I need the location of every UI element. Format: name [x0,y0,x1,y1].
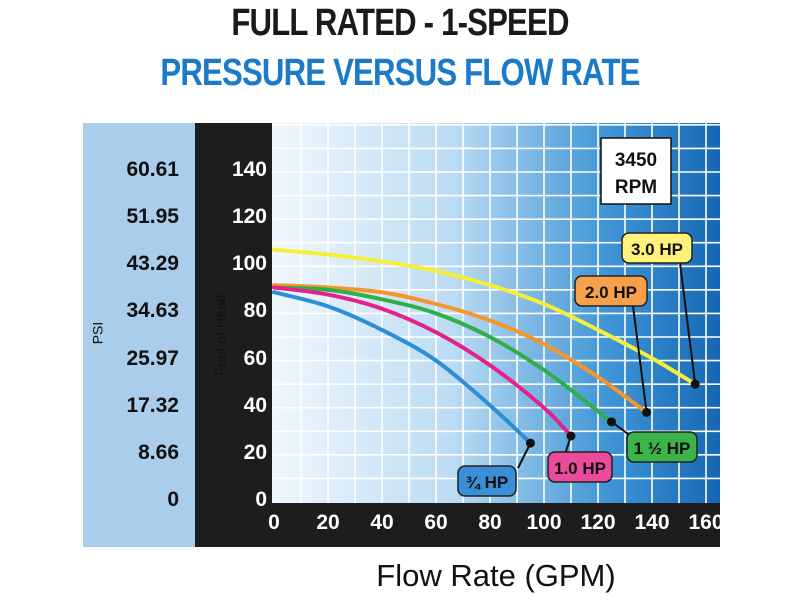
curve-endpoint [642,407,652,417]
rpm-value: 3450 [615,150,657,171]
chart-subtitle: PRESSURE VERSUS FLOW RATE [160,52,640,94]
psi-tick-label: 51.95 [126,205,179,229]
psi-tick-label: 0 [167,488,179,511]
y-tick-label: 0 [255,488,267,511]
psi-tick-label: 17.32 [126,393,179,417]
y-tick-label: 60 [243,346,267,370]
curve-endpoint [690,379,700,389]
curve-3-0-hp [272,247,698,387]
series-label-box [626,431,698,463]
curve-1-hp [272,285,614,424]
curve-2-0-hp [272,283,649,415]
curve-1-0-hp [272,285,573,438]
curve-endpoint [526,438,535,448]
series-label: 1 ½ HP [634,439,691,458]
x-tick-label: 20 [316,511,340,534]
y-tick-label: 100 [231,252,267,276]
series-label-box [457,465,517,497]
series-label-box [621,232,693,264]
series-label: 3.0 HP [631,240,683,259]
x-tick-label: 0 [268,511,280,534]
rpm-box [600,137,672,205]
series-label-box [574,275,648,307]
psi-tick-label: 25.97 [126,346,179,370]
curve-connector [632,305,648,413]
curve-endpoint [607,417,616,427]
y-tick-label: 20 [243,440,267,464]
psi-tick-label: 34.63 [126,299,179,323]
chart-title: FULL RATED - 1-SPEED [231,2,569,44]
series-label: ¾ HP [466,473,509,492]
x-tick-label: 100 [526,511,562,534]
x-tick-label: 120 [580,511,616,534]
psi-tick-label: 60.61 [126,158,179,181]
x-tick-label: 40 [370,511,394,534]
x-tick-label: 140 [634,511,670,534]
series-label: 1.0 HP [554,459,606,478]
x-axis-band [272,503,720,547]
y-tick-label: 80 [243,299,267,323]
curve-endpoint [566,431,576,441]
head-axis-band [195,123,272,547]
psi-tick-label: 43.29 [126,252,179,276]
curve--hp [272,290,533,446]
rpm-unit: RPM [615,177,657,198]
psi-axis-band [83,123,195,547]
curve-connector [517,442,532,469]
series-label-box [547,451,613,483]
y-tick-label: 120 [231,205,267,229]
x-tick-label: 160 [688,511,724,534]
x-tick-label: 80 [478,511,502,534]
y-tick-label: 140 [231,158,267,181]
psi-tick-label: 8.66 [138,440,179,464]
x-tick-label: 60 [424,511,448,534]
y-tick-label: 40 [243,393,267,417]
series-label: 2.0 HP [585,283,637,302]
x-axis-label: Flow Rate (GPM) [376,558,616,593]
curve-connector [679,262,697,385]
